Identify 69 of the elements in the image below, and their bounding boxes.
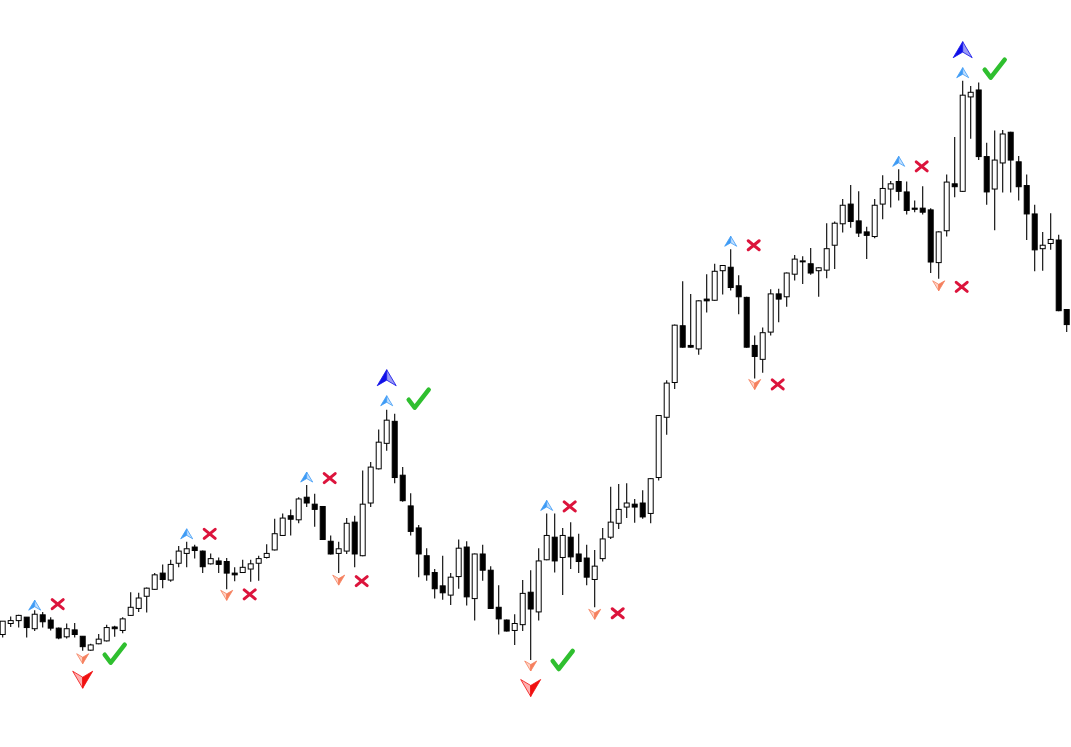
candlestick: [895, 168, 902, 202]
candlestick: [479, 544, 486, 582]
candlestick: [271, 518, 278, 552]
candlestick: [439, 555, 446, 601]
candlestick: [887, 180, 894, 209]
candlestick: [775, 288, 782, 323]
candlestick: [255, 555, 262, 582]
candlestick: [615, 483, 622, 530]
candlestick: [623, 482, 630, 519]
candlestick: [863, 226, 870, 260]
candlestick: [335, 541, 342, 574]
candlestick: [303, 484, 310, 508]
candlestick: [807, 247, 814, 276]
candlestick: [447, 572, 454, 606]
candlestick: [423, 547, 430, 582]
candlestick: [1039, 231, 1046, 272]
candlestick: [799, 255, 806, 285]
candlestick: [855, 190, 862, 238]
candlestick: [847, 184, 854, 229]
candlestick: [607, 486, 614, 540]
candlestick: [295, 496, 302, 524]
candlestick: [287, 508, 294, 536]
candlestick: [575, 533, 582, 574]
candlestick: [831, 220, 838, 270]
candlestick: [495, 584, 502, 636]
candlestick: [511, 613, 518, 646]
candlestick: [951, 136, 958, 198]
candlestick: [527, 569, 534, 661]
candlestick: [639, 489, 646, 520]
candlestick: [199, 549, 206, 574]
candlestick: [839, 198, 846, 234]
candlestick: [679, 280, 686, 349]
candlestick: [815, 266, 822, 298]
candlestick: [175, 545, 182, 568]
candlestick: [791, 254, 798, 282]
candlestick: [823, 222, 830, 279]
candlestick: [751, 335, 758, 380]
candlestick: [183, 541, 190, 568]
candlestick: [127, 591, 134, 617]
candlestick: [687, 293, 694, 349]
candlestick: [167, 559, 174, 583]
candlestick: [159, 563, 166, 589]
candlestick: [583, 544, 590, 586]
candlestick: [1047, 212, 1054, 251]
candlestick: [591, 549, 598, 608]
candlestick: [631, 498, 638, 524]
candlestick: [135, 592, 142, 613]
candlestick: [431, 568, 438, 600]
candlestick: [919, 185, 926, 216]
candlestick: [735, 274, 742, 315]
candlestick: [551, 512, 558, 574]
candlestick: [703, 273, 710, 313]
candlestick: [783, 271, 790, 308]
candlestick: [967, 85, 974, 140]
candlestick: [879, 174, 886, 220]
candlestick: [327, 534, 334, 556]
candlestick: [727, 248, 734, 291]
candlestick: [567, 521, 574, 570]
candlestick: [719, 264, 726, 296]
candlestick: [23, 616, 30, 638]
candlestick: [559, 527, 566, 596]
candlestick: [247, 559, 254, 583]
candlestick: [599, 527, 606, 563]
candlestick: [31, 609, 38, 632]
candlestick: [311, 493, 318, 528]
candlestick: [903, 180, 910, 216]
candlestick: [143, 587, 150, 614]
candlestick: [223, 557, 230, 590]
candlestick: [383, 409, 390, 452]
